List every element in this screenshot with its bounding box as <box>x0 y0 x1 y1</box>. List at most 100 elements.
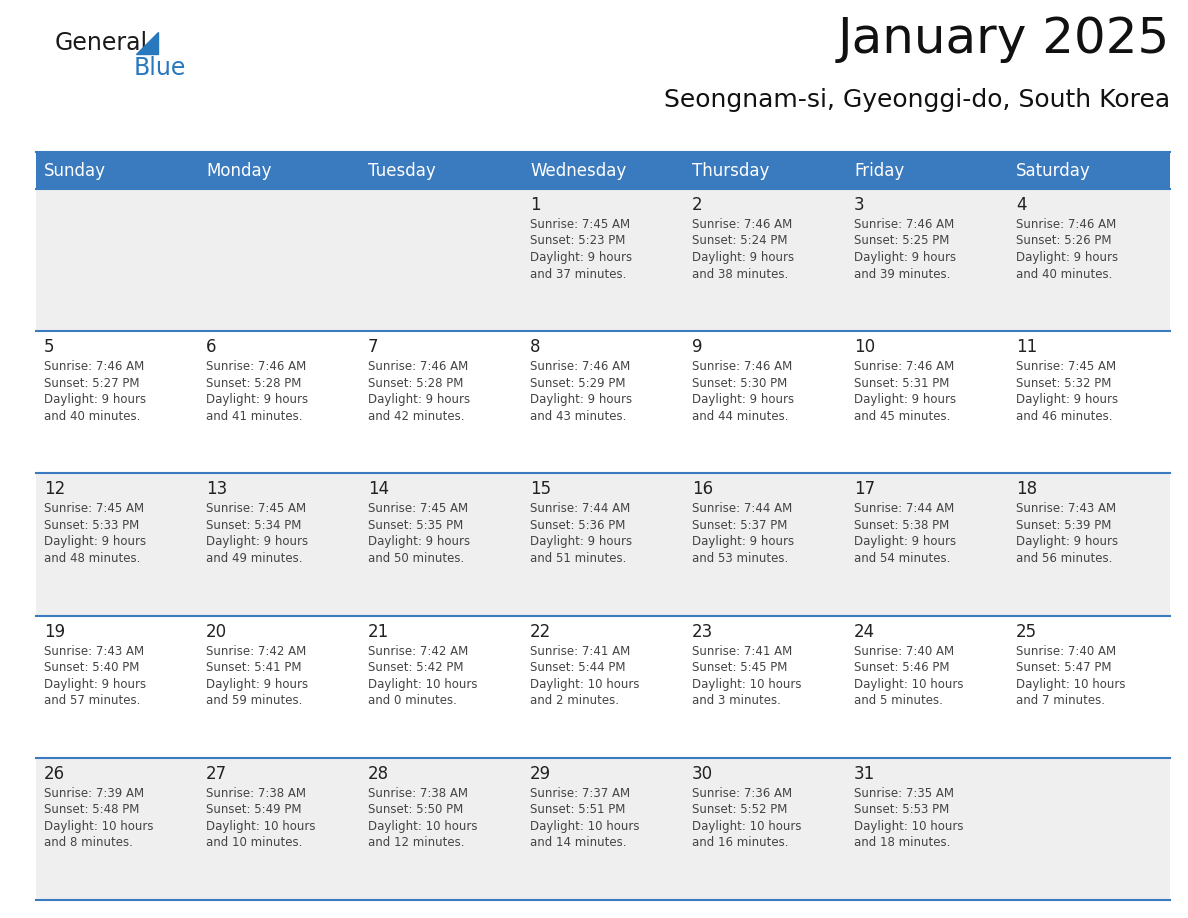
Text: 14: 14 <box>368 480 390 498</box>
Text: General: General <box>55 31 148 55</box>
Text: Saturday: Saturday <box>1016 162 1091 180</box>
Text: and 46 minutes.: and 46 minutes. <box>1016 409 1112 422</box>
Text: Sunset: 5:27 PM: Sunset: 5:27 PM <box>44 376 139 390</box>
Text: Daylight: 9 hours: Daylight: 9 hours <box>530 535 632 548</box>
Text: Daylight: 10 hours: Daylight: 10 hours <box>854 820 963 833</box>
Text: and 56 minutes.: and 56 minutes. <box>1016 552 1112 565</box>
Text: Sunrise: 7:41 AM: Sunrise: 7:41 AM <box>691 644 792 657</box>
Text: and 40 minutes.: and 40 minutes. <box>44 409 140 422</box>
Text: Sunrise: 7:42 AM: Sunrise: 7:42 AM <box>206 644 307 657</box>
Text: Daylight: 9 hours: Daylight: 9 hours <box>44 677 146 690</box>
Text: Daylight: 10 hours: Daylight: 10 hours <box>368 677 478 690</box>
Text: Daylight: 9 hours: Daylight: 9 hours <box>1016 393 1118 406</box>
Text: and 57 minutes.: and 57 minutes. <box>44 694 140 707</box>
Text: and 10 minutes.: and 10 minutes. <box>206 836 303 849</box>
Text: Blue: Blue <box>134 56 187 80</box>
Text: Sunset: 5:24 PM: Sunset: 5:24 PM <box>691 234 788 248</box>
Text: Sunset: 5:48 PM: Sunset: 5:48 PM <box>44 803 139 816</box>
Text: Sunset: 5:25 PM: Sunset: 5:25 PM <box>854 234 949 248</box>
Text: and 42 minutes.: and 42 minutes. <box>368 409 465 422</box>
Text: 12: 12 <box>44 480 65 498</box>
Text: Daylight: 9 hours: Daylight: 9 hours <box>368 393 470 406</box>
Text: 11: 11 <box>1016 338 1037 356</box>
Text: 17: 17 <box>854 480 876 498</box>
Text: Sunrise: 7:42 AM: Sunrise: 7:42 AM <box>368 644 468 657</box>
Text: Sunrise: 7:43 AM: Sunrise: 7:43 AM <box>1016 502 1116 515</box>
Text: Sunrise: 7:44 AM: Sunrise: 7:44 AM <box>854 502 954 515</box>
Text: Sunrise: 7:46 AM: Sunrise: 7:46 AM <box>854 218 954 231</box>
Text: Sunrise: 7:44 AM: Sunrise: 7:44 AM <box>530 502 631 515</box>
Text: and 44 minutes.: and 44 minutes. <box>691 409 789 422</box>
Text: and 51 minutes.: and 51 minutes. <box>530 552 626 565</box>
Text: Sunset: 5:26 PM: Sunset: 5:26 PM <box>1016 234 1112 248</box>
Text: Sunrise: 7:35 AM: Sunrise: 7:35 AM <box>854 787 954 800</box>
Text: Sunrise: 7:46 AM: Sunrise: 7:46 AM <box>206 360 307 374</box>
Text: Daylight: 9 hours: Daylight: 9 hours <box>530 251 632 264</box>
Text: Sunrise: 7:38 AM: Sunrise: 7:38 AM <box>368 787 468 800</box>
Text: Sunset: 5:28 PM: Sunset: 5:28 PM <box>206 376 302 390</box>
Text: Friday: Friday <box>854 162 904 180</box>
Text: Daylight: 9 hours: Daylight: 9 hours <box>44 535 146 548</box>
Text: and 45 minutes.: and 45 minutes. <box>854 409 950 422</box>
Text: Daylight: 10 hours: Daylight: 10 hours <box>368 820 478 833</box>
Text: Sunrise: 7:40 AM: Sunrise: 7:40 AM <box>1016 644 1116 657</box>
Text: Sunset: 5:28 PM: Sunset: 5:28 PM <box>368 376 463 390</box>
Text: Sunrise: 7:46 AM: Sunrise: 7:46 AM <box>1016 218 1117 231</box>
Bar <box>36 616 1170 757</box>
Text: 10: 10 <box>854 338 876 356</box>
Text: Daylight: 10 hours: Daylight: 10 hours <box>691 820 802 833</box>
Text: Daylight: 10 hours: Daylight: 10 hours <box>1016 677 1125 690</box>
Text: Sunset: 5:35 PM: Sunset: 5:35 PM <box>368 519 463 532</box>
Text: and 59 minutes.: and 59 minutes. <box>206 694 303 707</box>
Polygon shape <box>135 32 158 54</box>
Text: and 18 minutes.: and 18 minutes. <box>854 836 950 849</box>
Text: Sunrise: 7:38 AM: Sunrise: 7:38 AM <box>206 787 307 800</box>
Text: 20: 20 <box>206 622 227 641</box>
Text: 3: 3 <box>854 196 865 214</box>
Text: and 53 minutes.: and 53 minutes. <box>691 552 789 565</box>
Text: January 2025: January 2025 <box>838 15 1170 63</box>
Text: Sunset: 5:40 PM: Sunset: 5:40 PM <box>44 661 139 674</box>
Text: Sunrise: 7:46 AM: Sunrise: 7:46 AM <box>691 360 792 374</box>
Text: Sunset: 5:45 PM: Sunset: 5:45 PM <box>691 661 788 674</box>
Text: Sunrise: 7:44 AM: Sunrise: 7:44 AM <box>691 502 792 515</box>
Text: 22: 22 <box>530 622 551 641</box>
Text: Sunset: 5:37 PM: Sunset: 5:37 PM <box>691 519 788 532</box>
Text: 31: 31 <box>854 765 876 783</box>
Text: Wednesday: Wednesday <box>530 162 626 180</box>
Text: Daylight: 10 hours: Daylight: 10 hours <box>691 677 802 690</box>
Text: and 12 minutes.: and 12 minutes. <box>368 836 465 849</box>
Text: 9: 9 <box>691 338 702 356</box>
Text: 26: 26 <box>44 765 65 783</box>
Text: Sunset: 5:33 PM: Sunset: 5:33 PM <box>44 519 139 532</box>
Text: Sunset: 5:38 PM: Sunset: 5:38 PM <box>854 519 949 532</box>
Text: and 39 minutes.: and 39 minutes. <box>854 267 950 281</box>
Text: and 2 minutes.: and 2 minutes. <box>530 694 619 707</box>
Text: and 3 minutes.: and 3 minutes. <box>691 694 781 707</box>
Text: Sunset: 5:51 PM: Sunset: 5:51 PM <box>530 803 625 816</box>
Text: Monday: Monday <box>206 162 272 180</box>
Text: Sunrise: 7:46 AM: Sunrise: 7:46 AM <box>854 360 954 374</box>
Text: Daylight: 9 hours: Daylight: 9 hours <box>691 535 794 548</box>
Text: Seongnam-si, Gyeonggi-do, South Korea: Seongnam-si, Gyeonggi-do, South Korea <box>664 88 1170 112</box>
Text: 16: 16 <box>691 480 713 498</box>
Text: Daylight: 9 hours: Daylight: 9 hours <box>206 535 308 548</box>
Text: and 5 minutes.: and 5 minutes. <box>854 694 943 707</box>
Text: 28: 28 <box>368 765 390 783</box>
Text: Sunrise: 7:36 AM: Sunrise: 7:36 AM <box>691 787 792 800</box>
Text: and 38 minutes.: and 38 minutes. <box>691 267 789 281</box>
Text: Daylight: 9 hours: Daylight: 9 hours <box>854 393 956 406</box>
Text: Sunset: 5:34 PM: Sunset: 5:34 PM <box>206 519 302 532</box>
Text: 24: 24 <box>854 622 876 641</box>
Text: Daylight: 9 hours: Daylight: 9 hours <box>691 393 794 406</box>
Bar <box>36 189 1170 331</box>
Text: 6: 6 <box>206 338 216 356</box>
Text: Sunrise: 7:45 AM: Sunrise: 7:45 AM <box>1016 360 1116 374</box>
Text: 23: 23 <box>691 622 713 641</box>
Text: Sunset: 5:42 PM: Sunset: 5:42 PM <box>368 661 463 674</box>
Text: and 41 minutes.: and 41 minutes. <box>206 409 303 422</box>
Text: Sunrise: 7:45 AM: Sunrise: 7:45 AM <box>44 502 144 515</box>
Text: Daylight: 9 hours: Daylight: 9 hours <box>1016 535 1118 548</box>
Text: Sunset: 5:29 PM: Sunset: 5:29 PM <box>530 376 626 390</box>
Text: and 8 minutes.: and 8 minutes. <box>44 836 133 849</box>
